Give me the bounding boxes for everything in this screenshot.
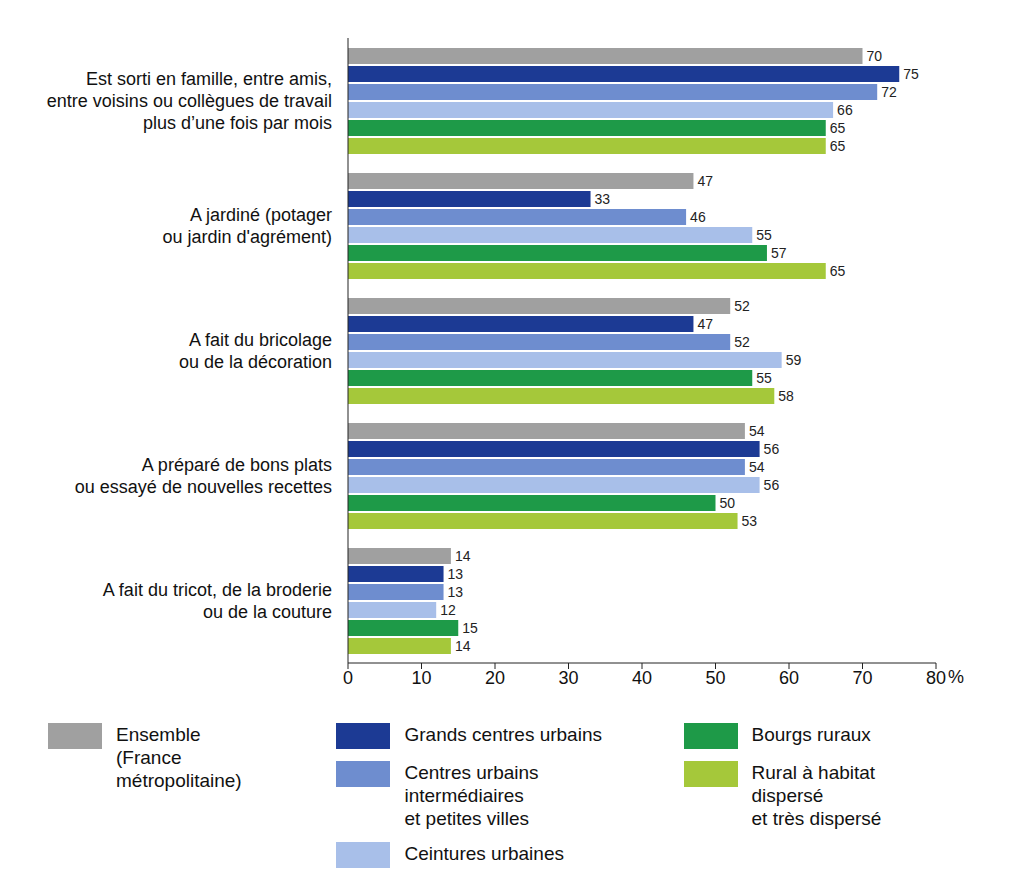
svg-text:66: 66 [837, 102, 853, 118]
svg-text:57: 57 [771, 245, 787, 261]
svg-text:72: 72 [881, 84, 897, 100]
html-text:Grands centres urbains: Grands centres urbains [404, 724, 602, 745]
svg-text:52: 52 [734, 334, 750, 350]
svg-text:0: 0 [343, 668, 353, 688]
svg-text:58: 58 [778, 388, 794, 404]
svg-text:59: 59 [786, 352, 802, 368]
svg-text:80: 80 [926, 668, 946, 688]
svg-text:A préparé de bons platsou essa: A préparé de bons platsou essayé de nouv… [75, 455, 332, 497]
svg-text:70: 70 [867, 48, 883, 64]
svg-text:15: 15 [462, 620, 478, 636]
svg-text:75: 75 [903, 66, 919, 82]
svg-text:54: 54 [749, 459, 765, 475]
svg-text:30: 30 [558, 668, 578, 688]
svg-text:70: 70 [852, 668, 872, 688]
svg-text:55: 55 [756, 370, 772, 386]
svg-text:14: 14 [455, 548, 471, 564]
svg-text:54: 54 [749, 423, 765, 439]
svg-text:13: 13 [448, 584, 464, 600]
html-text:Centres urbains intermédiaires: Centres urbains intermédiaires [404, 762, 539, 806]
html-text:Rural à habitat dispersé: Rural à habitat dispersé [751, 762, 876, 806]
svg-text:20: 20 [485, 668, 505, 688]
svg-text:50: 50 [720, 495, 736, 511]
svg-text:14: 14 [455, 638, 471, 654]
svg-text:12: 12 [440, 602, 456, 618]
svg-text:47: 47 [697, 173, 713, 189]
svg-text:33: 33 [595, 191, 611, 207]
svg-text:65: 65 [830, 120, 846, 136]
svg-text:A jardiné (potagerou jardin d': A jardiné (potagerou jardin d'agrément) [162, 205, 332, 247]
svg-text:50: 50 [705, 668, 725, 688]
svg-text:65: 65 [830, 263, 846, 279]
html-text:et petites villes: et petites villes [404, 808, 530, 829]
html-text:(France métropolitaine): (France métropolitaine) [116, 747, 242, 791]
html-text:Ensemble: Ensemble [116, 724, 201, 745]
svg-text:40: 40 [632, 668, 652, 688]
html-text:Bourgs ruraux: Bourgs ruraux [751, 724, 871, 745]
svg-text:47: 47 [697, 316, 713, 332]
svg-text:52: 52 [734, 298, 750, 314]
svg-text:A fait du bricolageou de la dé: A fait du bricolageou de la décoration [179, 330, 332, 372]
html-text:Ceintures urbaines: Ceintures urbaines [404, 843, 564, 864]
svg-text:A fait du tricot, de la broder: A fait du tricot, de la broderieou de la… [103, 580, 332, 622]
svg-text:65: 65 [830, 138, 846, 154]
svg-text:%: % [948, 667, 964, 687]
svg-text:56: 56 [764, 477, 780, 493]
svg-text:10: 10 [411, 668, 431, 688]
svg-text:60: 60 [779, 668, 799, 688]
svg-text:46: 46 [690, 209, 706, 225]
svg-text:56: 56 [764, 441, 780, 457]
svg-text:Est sorti en famille, entre am: Est sorti en famille, entre amis,entre v… [47, 69, 332, 133]
svg-text:55: 55 [756, 227, 772, 243]
html-text:et très dispersé: et très dispersé [751, 808, 882, 829]
svg-text:13: 13 [448, 566, 464, 582]
svg-text:53: 53 [742, 513, 758, 529]
